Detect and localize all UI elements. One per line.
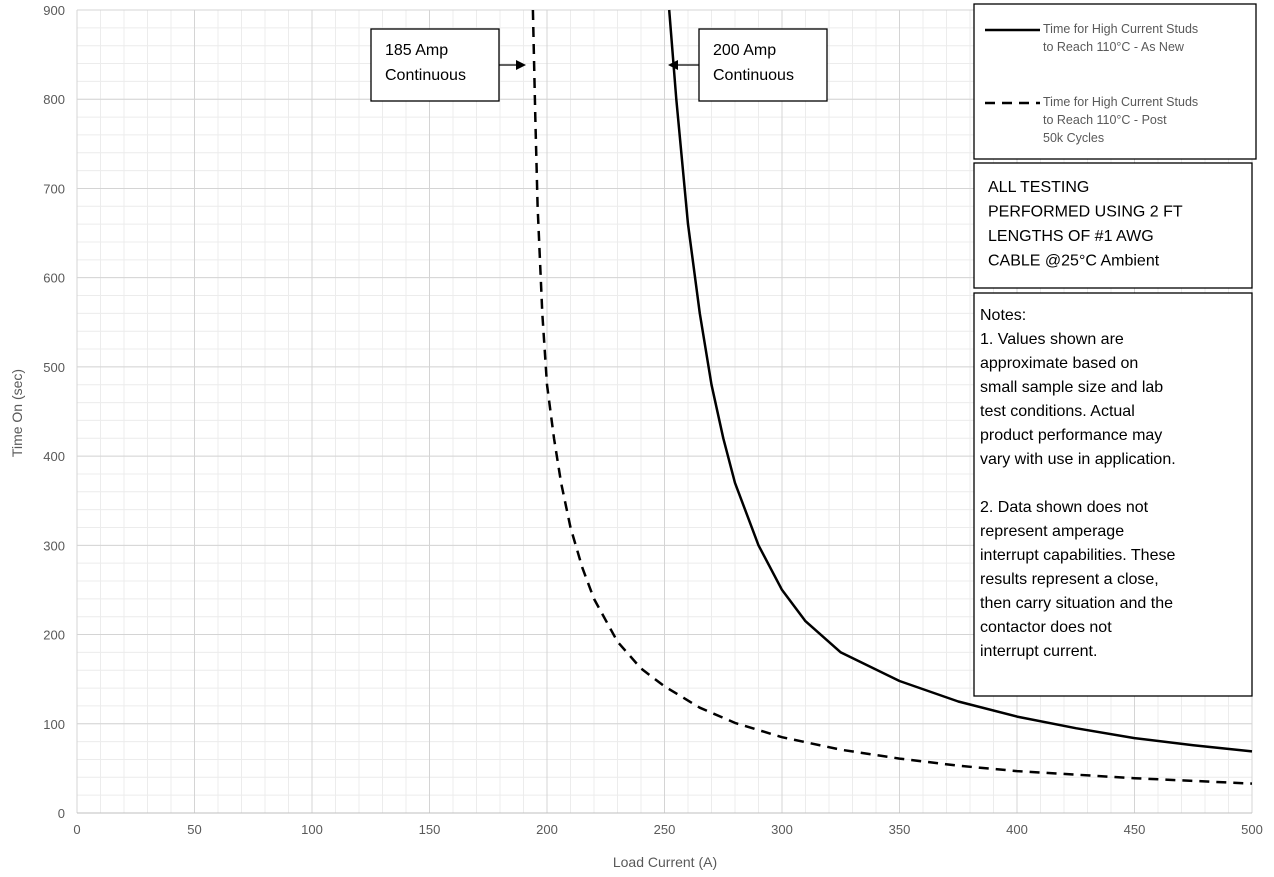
notes-line: small sample size and lab (980, 379, 1163, 396)
x-tick-label: 450 (1124, 822, 1146, 837)
annotation-200-line-2: Continuous (713, 67, 794, 84)
x-tick-label: 300 (771, 822, 793, 837)
x-tick-label: 100 (301, 822, 323, 837)
series-layer (531, 9, 1253, 785)
y-tick-label: 300 (43, 538, 65, 553)
y-axis-title: Time On (sec) (9, 369, 25, 457)
legend-entry-2-line-1: Time for High Current Studs (1043, 95, 1198, 109)
info-box-line: CABLE @25°C Ambient (988, 253, 1160, 270)
series-line-post-50k-cycles (531, 9, 1253, 785)
notes-line: then carry situation and the (980, 595, 1173, 612)
x-tick-label: 150 (419, 822, 441, 837)
notes-line: Notes: (980, 307, 1026, 324)
annotation-185-line-2: Continuous (385, 67, 466, 84)
notes-line: represent amperage (980, 523, 1124, 540)
annotation-185-line-1: 185 Amp (385, 42, 448, 59)
notes-line: results represent a close, (980, 571, 1159, 588)
notes-box: Notes: 1. Values shown are approximate bas… (973, 292, 1253, 697)
y-tick-label: 700 (43, 181, 65, 196)
x-tick-label: 250 (654, 822, 676, 837)
testing-info-box: ALL TESTING PERFORMED USING 2 FT LENGTHS O… (973, 162, 1253, 289)
y-tick-label: 400 (43, 449, 65, 464)
legend: Time for High Current Studs to Reach 110… (973, 3, 1257, 160)
notes-line: 2. Data shown does not (980, 499, 1149, 516)
y-tick-label: 100 (43, 717, 65, 732)
x-tick-label: 400 (1006, 822, 1028, 837)
notes-line: vary with use in application. (980, 451, 1176, 468)
y-tick-label: 0 (58, 806, 65, 821)
annotation-200-line-1: 200 Amp (713, 42, 776, 59)
y-tick-label: 800 (43, 92, 65, 107)
notes-line: 1. Values shown are (980, 331, 1124, 348)
y-tick-label: 600 (43, 271, 65, 286)
x-tick-label: 200 (536, 822, 558, 837)
info-box-line: PERFORMED USING 2 FT (988, 204, 1183, 221)
notes-line: approximate based on (980, 355, 1138, 372)
info-box-line: LENGTHS OF #1 AWG (988, 228, 1154, 245)
notes-line: interrupt current. (980, 643, 1097, 660)
y-tick-label: 200 (43, 628, 65, 643)
arrow-200-head (668, 60, 678, 70)
series-line-as-new (667, 9, 1253, 753)
legend-entry-1-line-2: to Reach 110°C - As New (1043, 40, 1185, 54)
legend-entry-2-line-2: to Reach 110°C - Post (1043, 113, 1167, 127)
y-tick-label: 900 (43, 3, 65, 18)
annotation-185-amp: 185 Amp Continuous (370, 28, 526, 102)
notes-line: product performance may (980, 427, 1162, 444)
notes-line: interrupt capabilities. These (980, 547, 1175, 564)
y-tick-label: 500 (43, 360, 65, 375)
x-tick-label: 0 (73, 822, 80, 837)
annotation-200-amp: 200 Amp Continuous (668, 28, 828, 102)
x-tick-label: 50 (187, 822, 201, 837)
x-tick-label: 500 (1241, 822, 1263, 837)
tick-labels: 0 50 100 150 200 250 300 350 400 450 500 0 100 200 300… (43, 3, 1263, 837)
notes-line: contactor does not (980, 619, 1112, 636)
notes-line: test conditions. Actual (980, 403, 1135, 420)
x-axis-title: Load Current (A) (613, 854, 717, 870)
legend-entry-2-line-3: 50k Cycles (1043, 131, 1104, 145)
info-box-line: ALL TESTING (988, 179, 1089, 196)
legend-entry-1-line-1: Time for High Current Studs (1043, 22, 1198, 36)
arrow-185-head (516, 60, 526, 70)
x-tick-label: 350 (889, 822, 911, 837)
